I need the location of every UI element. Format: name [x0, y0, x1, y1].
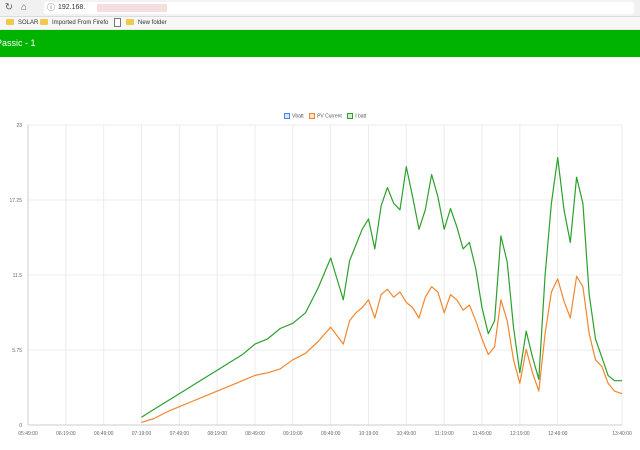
- legend-label: Vbatt: [292, 113, 304, 120]
- x-tick-label: 07:49:00: [170, 431, 190, 437]
- bookmark-label: SOLAR: [18, 20, 39, 26]
- series-line-pv-current: [141, 275, 623, 423]
- legend-item-vbatt[interactable]: Vbatt: [284, 113, 304, 119]
- x-tick-label: 09:49:00: [321, 431, 341, 437]
- folder-icon: [126, 19, 134, 26]
- bookmark-imported[interactable]: Imported From Firefo: [40, 17, 108, 29]
- home-icon[interactable]: ⌂: [20, 2, 28, 13]
- page-title: Passic - 1: [0, 38, 36, 48]
- x-tick-label: 08:49:00: [245, 431, 265, 437]
- series-line-i-batt: [141, 157, 622, 418]
- bookmark-page[interactable]: [114, 17, 124, 29]
- address-bar[interactable]: ⓘ 192.168.: [44, 2, 634, 14]
- chart-legend: Vbatt PV Current I batt: [284, 113, 370, 123]
- page-icon: [114, 17, 121, 27]
- x-tick-label: 11:19:00: [435, 431, 454, 437]
- x-tick-label: 10:49:00: [397, 431, 417, 437]
- legend-item-pv-current[interactable]: PV Current: [309, 113, 342, 119]
- x-tick-label: 13:40:00: [612, 431, 632, 437]
- x-tick-label: 12:49:00: [548, 431, 568, 437]
- x-tick-label: 07:19:00: [132, 431, 152, 437]
- x-tick-label: 06:19:00: [56, 431, 76, 437]
- bookmarks-bar: SOLAR Imported From Firefo New folder: [0, 17, 640, 30]
- folder-icon: [40, 19, 48, 26]
- info-icon[interactable]: ⓘ: [47, 3, 55, 12]
- x-tick-label: 08:19:00: [207, 431, 227, 437]
- legend-label: PV Current: [317, 113, 342, 120]
- y-tick-label: 5.75: [12, 348, 22, 354]
- bookmark-label: New folder: [138, 20, 167, 26]
- x-tick-label: 12:19:00: [510, 431, 530, 437]
- y-tick-label: 0: [19, 423, 22, 429]
- y-tick-label: 23: [16, 123, 22, 129]
- legend-swatch: [284, 113, 290, 119]
- reload-icon[interactable]: ↻: [4, 2, 14, 13]
- legend-swatch: [347, 113, 354, 119]
- y-tick-label: 11.5: [13, 273, 23, 279]
- x-tick-label: 05:49:00: [18, 431, 38, 437]
- x-tick-label: 11:49:00: [472, 431, 491, 437]
- bookmark-solar[interactable]: SOLAR: [6, 17, 38, 29]
- bookmark-new-folder[interactable]: New folder: [126, 17, 167, 29]
- y-tick-label: 17.25: [9, 198, 22, 204]
- page-header: Passic - 1: [0, 30, 640, 57]
- bookmark-label: Imported From Firefo: [52, 20, 109, 26]
- legend-swatch: [309, 113, 316, 119]
- legend-item-i-batt[interactable]: I batt: [347, 113, 366, 119]
- browser-toolbar: ↻ ⌂ ⓘ 192.168.: [0, 0, 640, 17]
- legend-label: I batt: [355, 113, 367, 120]
- x-tick-label: 09:19:00: [283, 431, 303, 437]
- address-redaction: [97, 4, 167, 12]
- x-tick-label: 10:19:00: [359, 431, 379, 437]
- x-tick-label: 06:49:00: [94, 431, 114, 437]
- address-text: 192.168.: [58, 4, 86, 11]
- folder-icon: [6, 19, 14, 26]
